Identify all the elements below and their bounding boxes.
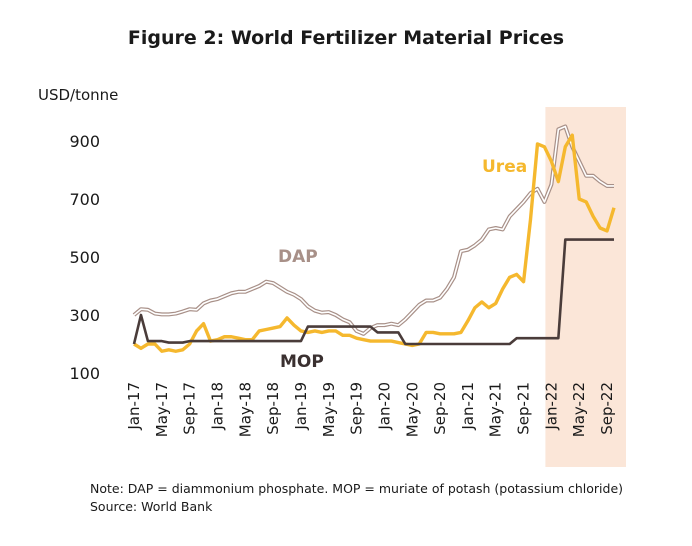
dap-series-label: DAP xyxy=(278,247,318,267)
y-tick-label: 300 xyxy=(69,306,100,325)
x-tick-label: Jan-22 xyxy=(542,382,560,431)
highlight-band-2022 xyxy=(545,107,626,467)
urea-series-label: Urea xyxy=(482,157,527,177)
mop-series-line xyxy=(132,238,614,346)
x-tick-label: Sep-20 xyxy=(431,382,449,435)
y-axis-unit-label: USD/tonne xyxy=(38,86,118,104)
x-axis: Jan-17 May-17 Sep-17 Jan-18 May-18 Sep-18 Jan-… xyxy=(125,382,616,437)
dap-series-line-inner xyxy=(133,125,614,335)
mop-series-label: MOP xyxy=(280,352,324,372)
x-tick-label: Jan-21 xyxy=(459,382,477,431)
x-tick-label: Sep-22 xyxy=(598,382,616,435)
x-tick-label: May-22 xyxy=(570,382,588,437)
y-tick-label: 500 xyxy=(69,248,100,267)
y-tick-label: 100 xyxy=(69,364,100,383)
x-tick-label: Jan-19 xyxy=(292,382,310,431)
y-tick-label: 900 xyxy=(69,132,100,151)
x-tick-label: Sep-17 xyxy=(181,382,199,435)
urea-series-line xyxy=(133,133,616,353)
y-tick-label: 700 xyxy=(69,190,100,209)
chart-note: Note: DAP = diammonium phosphate. MOP = … xyxy=(90,481,624,496)
x-tick-label: May-19 xyxy=(320,382,338,437)
chart-title: Figure 2: World Fertilizer Material Pric… xyxy=(128,27,564,49)
x-tick-label: Jan-20 xyxy=(375,382,393,431)
y-axis: 100 300 500 700 900 xyxy=(69,132,100,383)
x-tick-label: Sep-19 xyxy=(348,382,366,435)
x-tick-label: Jan-17 xyxy=(125,382,143,431)
x-tick-label: Sep-18 xyxy=(264,382,282,435)
x-tick-label: May-17 xyxy=(153,382,171,437)
x-tick-label: Sep-21 xyxy=(515,382,533,435)
series-lines xyxy=(132,124,616,353)
x-tick-label: May-21 xyxy=(487,382,505,437)
series-labels: DAP Urea MOP xyxy=(278,157,527,372)
x-tick-label: May-18 xyxy=(236,382,254,437)
x-tick-label: Jan-18 xyxy=(208,382,226,431)
x-tick-label: May-20 xyxy=(403,382,421,437)
chart-source: Source: World Bank xyxy=(90,499,213,514)
